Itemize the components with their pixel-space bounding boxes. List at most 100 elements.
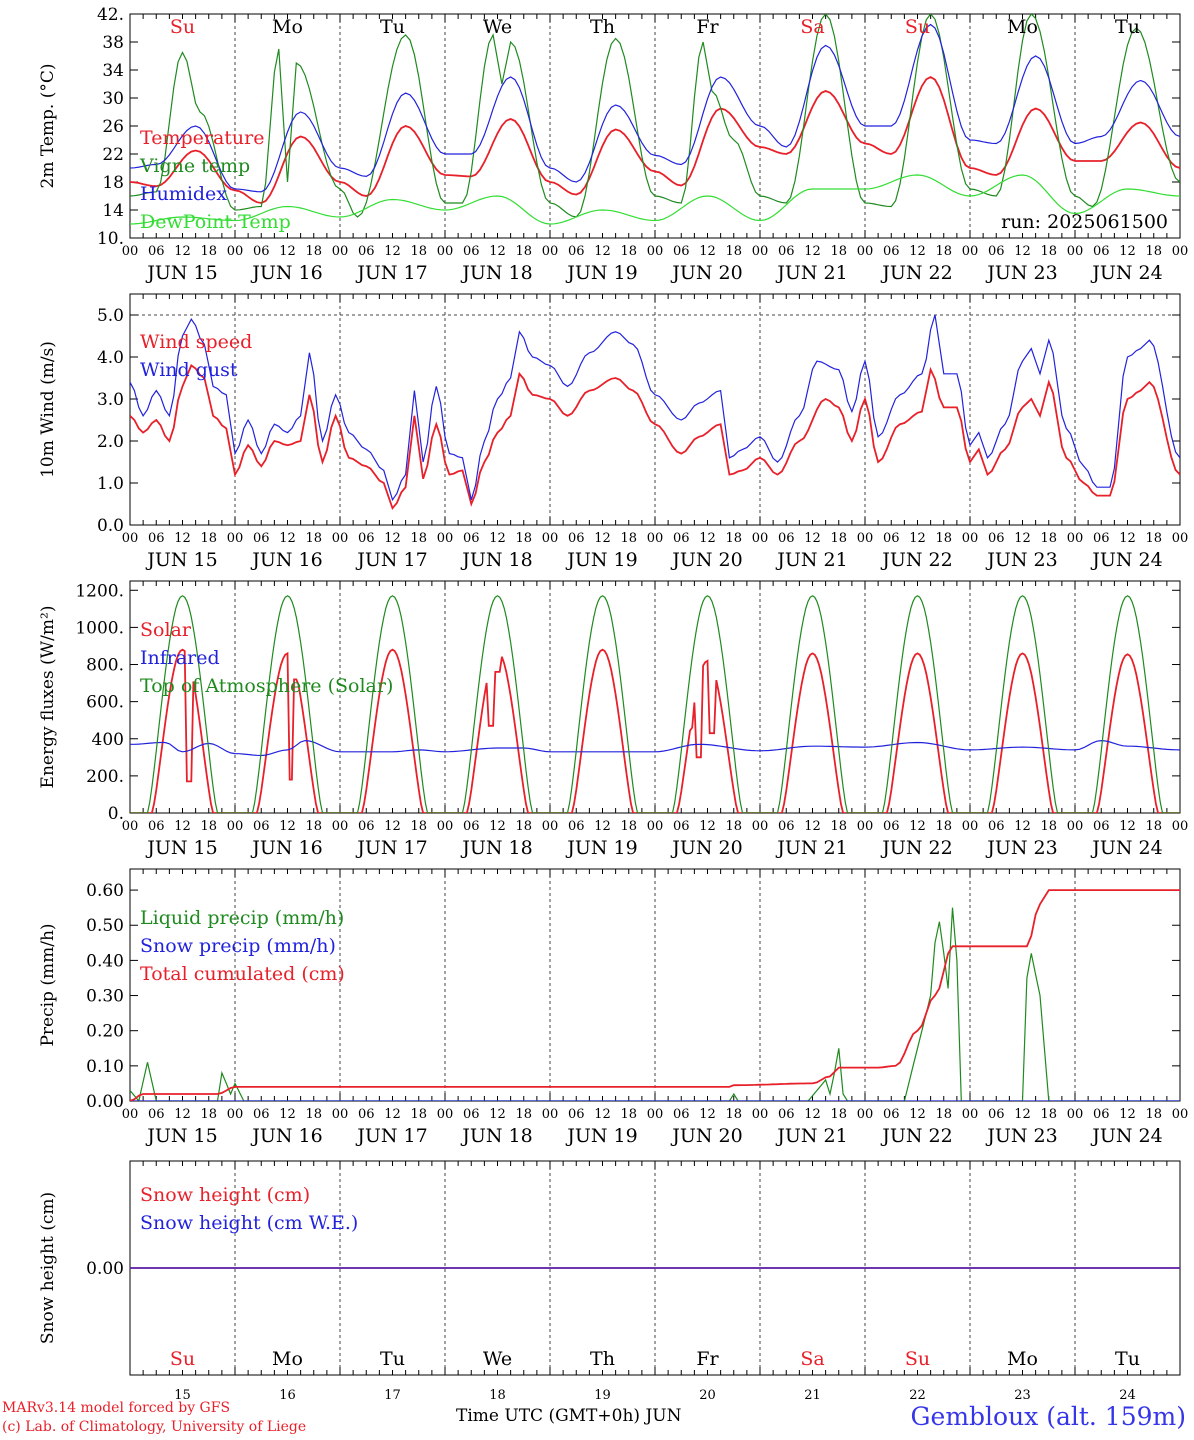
- precip-panel: 0.00 0.10 0.20 0.30 0.40 0.50 0.60 Precip (mm/h…: [38, 868, 1189, 1147]
- temp-ytick-label: 18: [102, 173, 124, 193]
- precip-hour-label: 12: [909, 1107, 926, 1122]
- weekday-label-bottom: Th: [590, 1348, 615, 1370]
- energy-hour-label: 06: [778, 819, 795, 834]
- precip-hour-label: 00: [227, 1107, 244, 1122]
- wind-hour-label: 18: [935, 531, 952, 546]
- precip-series-total-cumulated-cm-: [130, 889, 1180, 1101]
- wind-hour-label: 12: [1014, 531, 1031, 546]
- precip-legend-liquid-precip-mm-h-: Liquid precip (mm/h): [140, 907, 344, 929]
- temp-date-label: JUN 24: [1090, 262, 1162, 284]
- wind-hour-label: 18: [830, 531, 847, 546]
- wind-legend-wind-gust: Wind gust: [140, 359, 238, 381]
- energy-hour-label: 00: [857, 819, 874, 834]
- precip-hour-label: 06: [883, 1107, 900, 1122]
- wind-date-label: JUN 21: [775, 549, 847, 571]
- time-axis-label: Time UTC (GMT+0h) JUN: [456, 1406, 682, 1426]
- precip-ylabel: Precip (mm/h): [38, 923, 58, 1046]
- energy-date-label: JUN 19: [565, 837, 637, 859]
- precip-ytick-label: 0.30: [86, 987, 124, 1007]
- precip-ytick-label: 0.10: [86, 1057, 124, 1077]
- weekday-label-bottom: Su: [170, 1348, 195, 1370]
- precip-date-label: JUN 24: [1090, 1125, 1162, 1147]
- precip-date-label: JUN 17: [355, 1125, 427, 1147]
- temp-ytick-label: 14: [102, 201, 124, 221]
- precip-hour-label: 06: [568, 1107, 585, 1122]
- temp-hour-label: 18: [830, 244, 847, 259]
- day-number-label: 15: [174, 1388, 191, 1403]
- precip-hour-label: 12: [1119, 1107, 1136, 1122]
- precip-hour-label: 00: [1172, 1107, 1189, 1122]
- temp-legend-temperature: Temperature: [140, 127, 264, 149]
- temp-date-label: JUN 18: [460, 262, 532, 284]
- weekday-label-top: Su: [905, 16, 930, 38]
- energy-hour-label: 06: [883, 819, 900, 834]
- precip-ytick-label: 0.60: [86, 881, 124, 901]
- energy-hour-label: 00: [437, 819, 454, 834]
- temp-hour-label: 00: [752, 244, 769, 259]
- temp-hour-label: 12: [174, 244, 191, 259]
- precip-hour-label: 06: [778, 1107, 795, 1122]
- temp-hour-label: 06: [673, 244, 690, 259]
- precip-hour-label: 18: [830, 1107, 847, 1122]
- wind-hour-label: 00: [752, 531, 769, 546]
- wind-hour-label: 06: [1093, 531, 1110, 546]
- precip-hour-label: 12: [699, 1107, 716, 1122]
- temp-date-label: JUN 23: [985, 262, 1057, 284]
- wind-date-label: JUN 18: [460, 549, 532, 571]
- energy-ytick-label: 400: [92, 730, 124, 750]
- energy-hour-label: 18: [515, 819, 532, 834]
- wind-hour-label: 06: [148, 531, 165, 546]
- precip-date-label: JUN 23: [985, 1125, 1057, 1147]
- wind-hour-label: 18: [1040, 531, 1057, 546]
- precip-ytick-label: 0.20: [86, 1022, 124, 1042]
- wind-hour-label: 06: [883, 531, 900, 546]
- temp-hour-label: 00: [962, 244, 979, 259]
- temp-hour-label: 18: [620, 244, 637, 259]
- energy-hour-label: 12: [909, 819, 926, 834]
- energy-hour-label: 06: [148, 819, 165, 834]
- temp-hour-label: 12: [384, 244, 401, 259]
- wind-hour-label: 12: [699, 531, 716, 546]
- energy-series-top-of-atmosphere-solar-: [130, 595, 1180, 813]
- temp-legend-vigne-temp: Vigne temp: [139, 155, 250, 177]
- temp-ytick-label: 42.: [97, 5, 124, 25]
- precip-hour-label: 18: [305, 1107, 322, 1122]
- precip-hour-label: 00: [752, 1107, 769, 1122]
- weekday-label-bottom: Mo: [272, 1348, 303, 1370]
- weekday-label-top: Mo: [1007, 16, 1038, 38]
- energy-ylabel: Energy fluxes (W/m²): [38, 606, 58, 789]
- energy-hour-label: 00: [752, 819, 769, 834]
- precip-date-label: JUN 19: [565, 1125, 637, 1147]
- energy-date-label: JUN 22: [880, 837, 952, 859]
- energy-ytick-label: 600.: [86, 693, 124, 713]
- day-number-label: 17: [384, 1388, 401, 1403]
- energy-hour-label: 18: [620, 819, 637, 834]
- temp-hour-label: 18: [1145, 244, 1162, 259]
- energy-legend-infrared: Infrared: [140, 647, 220, 669]
- energy-date-label: JUN 21: [775, 837, 847, 859]
- precip-hour-label: 06: [148, 1107, 165, 1122]
- temp-hour-label: 06: [778, 244, 795, 259]
- wind-date-label: JUN 24: [1090, 549, 1162, 571]
- energy-legend-solar: Solar: [140, 619, 192, 641]
- wind-hour-label: 18: [410, 531, 427, 546]
- precip-hour-label: 12: [489, 1107, 506, 1122]
- temp-date-label: JUN 21: [775, 262, 847, 284]
- wind-hour-label: 06: [463, 531, 480, 546]
- energy-hour-label: 18: [1145, 819, 1162, 834]
- snow-ytick-label: 0.00: [86, 1259, 124, 1279]
- weekday-label-bottom: Tu: [380, 1348, 405, 1370]
- wind-panel: 0.0 1.0 2.0 3.0 4.0 5.0 10m Wind (m/s) 00 06 12 18…: [38, 293, 1188, 571]
- temp-hour-label: 18: [515, 244, 532, 259]
- temp-hour-label: 06: [988, 244, 1005, 259]
- precip-hour-label: 12: [174, 1107, 191, 1122]
- temp-date-label: JUN 16: [250, 262, 322, 284]
- wind-hour-label: 18: [305, 531, 322, 546]
- wind-date-label: JUN 20: [670, 549, 742, 571]
- day-number-label: 18: [489, 1388, 506, 1403]
- wind-ytick-label: 5.0: [97, 306, 124, 326]
- energy-hour-label: 18: [830, 819, 847, 834]
- temp-date-label: JUN 17: [355, 262, 427, 284]
- weekday-label-top: Su: [170, 16, 195, 38]
- wind-hour-label: 12: [384, 531, 401, 546]
